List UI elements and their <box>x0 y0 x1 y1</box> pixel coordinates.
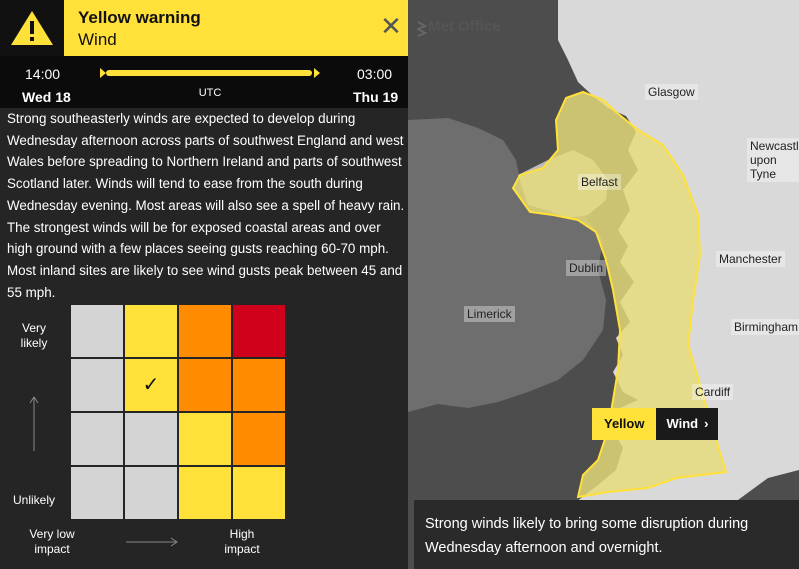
warning-timeline: 14:00 Wed 18 UTC 03:00 Thu 19 <box>0 56 408 108</box>
matrix-cell <box>125 467 177 519</box>
city-label-belfast: Belfast <box>578 174 621 190</box>
city-label-limerick: Limerick <box>464 306 515 322</box>
end-time: 03:00 <box>357 66 393 82</box>
timeline-bar <box>100 68 320 78</box>
matrix-cell <box>179 305 231 357</box>
warning-type: Wind <box>78 30 117 49</box>
map-caption: Strong winds likely to bring some disrup… <box>414 500 799 569</box>
unlikely-label: Unlikely <box>12 493 55 507</box>
matrix-cell <box>233 359 285 411</box>
map-canvas <box>408 0 799 569</box>
matrix-cell <box>179 359 231 411</box>
matrix-cell <box>125 305 177 357</box>
city-label-manchester: Manchester <box>716 251 785 267</box>
city-label-birmingham: Birmingham <box>731 319 799 335</box>
chevron-right-icon: › <box>704 416 709 431</box>
close-icon[interactable]: ✕ <box>380 11 402 41</box>
very-low-impact-label: Very low impact <box>29 527 75 556</box>
matrix-cell <box>71 305 123 357</box>
warning-area[interactable] <box>511 90 728 499</box>
matrix-cell <box>233 413 285 465</box>
map-caption-text: Strong winds likely to bring some disrup… <box>425 516 749 556</box>
badge-type-label: Wind <box>666 416 699 431</box>
met-office-logo-icon <box>417 21 427 37</box>
matrix-cell <box>233 467 285 519</box>
matrix-cell: ✓ <box>125 359 177 411</box>
matrix-cell <box>233 305 285 357</box>
warning-triangle-icon <box>11 11 53 45</box>
high-impact-label: High impact <box>224 527 260 556</box>
warning-map[interactable]: Met Office Glasgow Newcastle upon Tyne B… <box>408 0 799 569</box>
city-label-newcastle: Newcastle upon Tyne <box>747 138 799 182</box>
matrix-cell <box>179 413 231 465</box>
matrix-cell <box>179 467 231 519</box>
matrix-cell <box>71 359 123 411</box>
checkmark-icon: ✓ <box>142 374 160 396</box>
badge-level[interactable]: Yellow <box>592 408 657 440</box>
warning-badge[interactable]: Yellow Wind › <box>592 408 719 440</box>
city-label-cardiff: Cardiff <box>692 384 734 400</box>
start-day: Wed 18 <box>22 89 71 105</box>
warning-panel: Yellow warning Wind ✕ 14:00 Wed 18 UTC 0… <box>0 0 408 556</box>
warning-title: Yellow warning <box>78 8 201 27</box>
end-day: Thu 19 <box>353 89 399 105</box>
city-label-dublin: Dublin <box>566 260 607 276</box>
warning-icon-box <box>0 0 64 56</box>
very-likely-label: Very likely <box>20 321 48 350</box>
matrix-cell <box>71 467 123 519</box>
warning-description: Strong southeasterly winds are expected … <box>7 111 405 300</box>
start-time: 14:00 <box>25 66 61 82</box>
matrix-cell <box>125 413 177 465</box>
warning-header: Yellow warning Wind ✕ <box>0 0 408 56</box>
badge-type[interactable]: Wind › <box>656 408 719 440</box>
city-label-glasgow: Glasgow <box>645 84 698 100</box>
matrix-cell <box>71 413 123 465</box>
ireland-land <box>408 118 606 412</box>
impact-arrow-icon <box>126 537 178 547</box>
likelihood-arrow-icon <box>29 396 39 451</box>
timezone-label: UTC <box>198 87 222 99</box>
met-office-logo: Met Office <box>428 18 501 35</box>
